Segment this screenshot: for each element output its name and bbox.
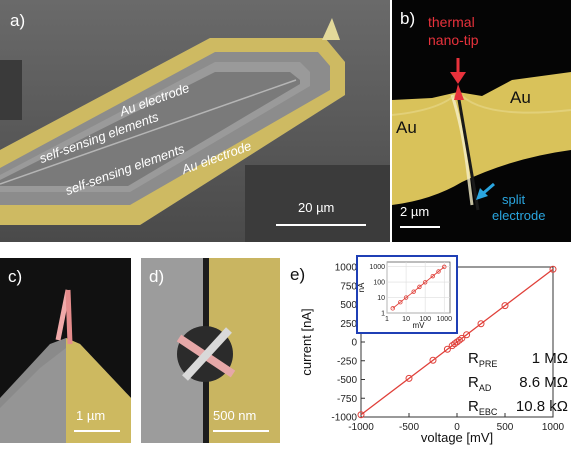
inset-x-tick-label: 1 <box>385 316 389 323</box>
panel-c-micrograph <box>0 289 131 443</box>
scale-bar-d <box>213 430 269 432</box>
data-point <box>549 265 557 273</box>
y-tick-label: 750 <box>340 281 357 292</box>
legend-value-ebc: 10.8 kΩ <box>515 398 568 415</box>
y-tick-label: -500 <box>337 375 357 386</box>
legend-sub-ebc: EBC <box>478 407 498 417</box>
data-point <box>455 336 463 344</box>
label-au-left: Au <box>396 118 417 137</box>
panel-a-label: a) <box>10 11 26 30</box>
scale-bar-a <box>276 224 366 226</box>
data-point <box>451 340 459 348</box>
inset-data-point <box>417 284 422 290</box>
scale-text-c: 1 µm <box>76 408 106 423</box>
data-point <box>458 334 466 342</box>
data-point <box>448 342 456 350</box>
legend-row-ad: RAD 8.6 MΩ <box>468 374 568 393</box>
legend-row-ebc: REBC 10.8 kΩ <box>468 398 568 417</box>
inset-data-point <box>422 280 428 285</box>
main-plot-frame <box>360 266 554 418</box>
inset-y-tick-label: 10 <box>377 295 385 302</box>
x-tick-label: -500 <box>399 422 419 433</box>
data-point <box>443 345 451 353</box>
y-tick-label: 250 <box>340 319 357 330</box>
data-point <box>463 331 471 339</box>
y-tick-label: -1000 <box>331 413 357 424</box>
inset-data-point <box>411 289 416 294</box>
inset-y-tick-label: 100 <box>373 280 385 287</box>
y-tick-label: -750 <box>337 394 357 405</box>
y-tick-label: 500 <box>340 300 357 311</box>
x-tick-label: -1000 <box>348 422 374 433</box>
scale-text-a: 20 µm <box>298 200 335 215</box>
data-point <box>501 302 509 310</box>
legend-sub-pre: PRE <box>478 359 498 369</box>
inset-data-point <box>430 273 435 279</box>
inset-data-point <box>398 300 403 305</box>
scale-text-d: 500 nm <box>213 408 257 423</box>
inset-data-point <box>442 264 447 270</box>
panel-c: c) 1 µm <box>0 258 131 443</box>
y-tick-label: 0 <box>351 338 357 349</box>
legend-r-ebc: R <box>468 398 479 415</box>
legend-row-pre: RPRE 1 MΩ <box>468 350 568 369</box>
legend-r-ad: R <box>468 374 479 391</box>
panel-a-micrograph <box>0 0 390 242</box>
data-point <box>357 411 365 419</box>
tip-label-nano-tip: nano-tip <box>428 32 479 48</box>
inset-frame <box>356 255 458 334</box>
inset-x-axis-label: mV <box>413 321 426 330</box>
inset-x-tick-label: 10 <box>402 316 410 323</box>
scale-bar-c <box>74 430 120 432</box>
panel-d-label: d) <box>149 267 165 286</box>
scale-text-b: 2 µm <box>400 204 430 219</box>
inset-data-point <box>390 306 395 311</box>
tip-label-thermal: thermal <box>428 14 475 30</box>
data-point <box>429 356 437 364</box>
inset-x-tick-label: 1000 <box>436 316 452 323</box>
legend-r-pre: R <box>468 350 479 367</box>
panel-d: d) 500 nm <box>141 258 280 443</box>
inset-y-tick-label: 1 <box>381 311 385 318</box>
inset-plot-frame <box>386 261 451 314</box>
split-label-1: split <box>502 192 526 207</box>
scale-bar-b <box>400 226 440 228</box>
panel-b: b) thermal nano-tip Au Au split electrod… <box>392 0 571 242</box>
legend-value-ad: 8.6 MΩ <box>519 374 568 391</box>
inset-data-point <box>403 295 409 300</box>
inset-y-axis-label: nA <box>357 282 366 292</box>
panel-b-micrograph <box>392 58 571 211</box>
x-axis-label: voltage [mV] <box>421 430 493 445</box>
label-au-right: Au <box>510 88 531 107</box>
inset-x-tick-label: 100 <box>419 316 431 323</box>
x-tick-label: 500 <box>497 422 514 433</box>
panel-b-label: b) <box>400 9 416 28</box>
split-label-2: electrode <box>492 208 546 223</box>
inset-data-point <box>436 269 441 274</box>
inset-line <box>392 266 445 309</box>
data-point <box>405 374 413 382</box>
x-tick-label: 1000 <box>542 422 565 433</box>
panel-d-micrograph <box>141 258 280 443</box>
y-tick-label: -250 <box>337 356 357 367</box>
legend-value-pre: 1 MΩ <box>531 350 568 367</box>
legend-sub-ad: AD <box>478 383 492 393</box>
data-point <box>477 320 485 328</box>
inset-y-tick-label: 1000 <box>369 264 385 271</box>
y-axis-label: current [nA] <box>299 308 314 375</box>
panel-e-label: e) <box>290 265 306 284</box>
panel-c-label: c) <box>8 267 23 286</box>
data-point <box>453 338 461 346</box>
y-tick-label: 1000 <box>335 263 358 274</box>
panel-a: a) Au electrode self-sensing elements se… <box>0 0 390 242</box>
x-tick-label: 0 <box>454 422 460 433</box>
